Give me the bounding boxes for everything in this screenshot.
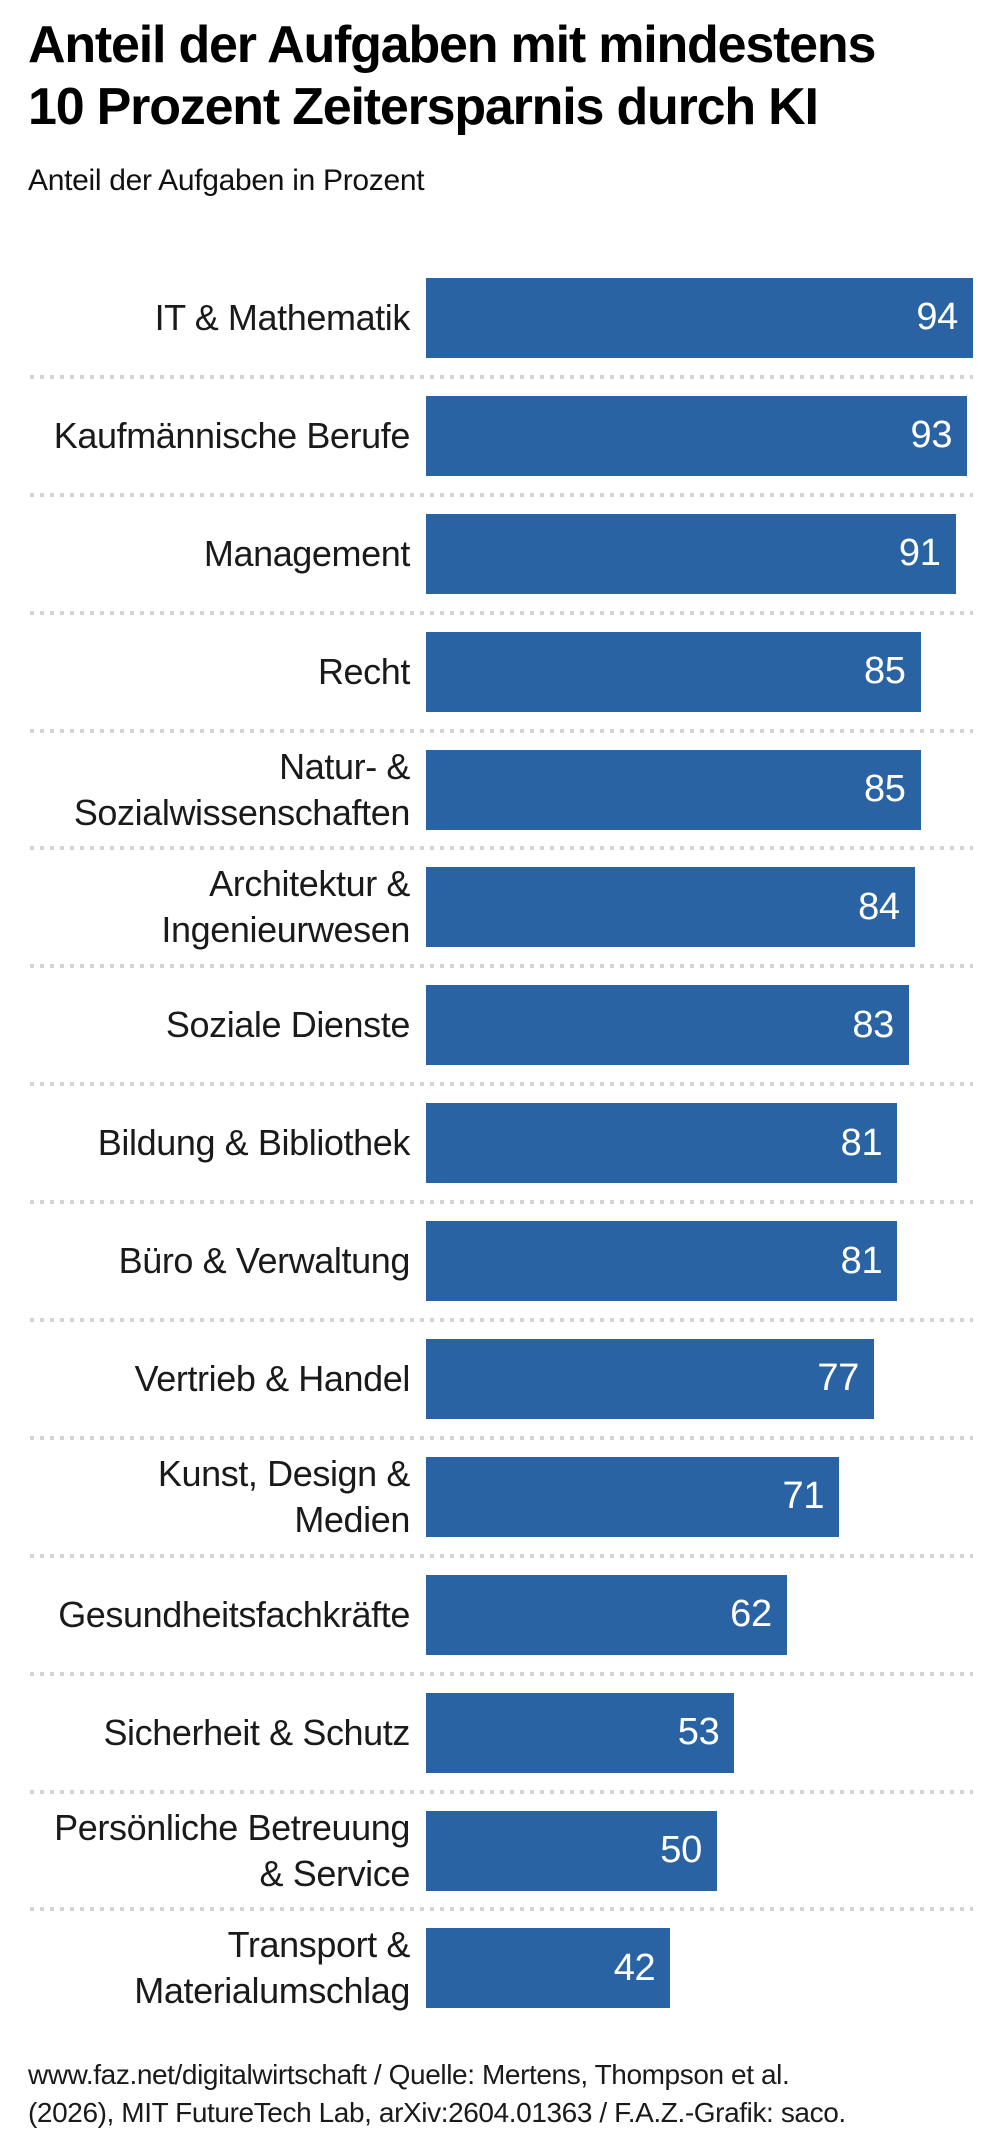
bar: 84 — [426, 867, 915, 948]
bar-row: Kaufmännische Berufe 93 — [28, 377, 973, 497]
bar: 93 — [426, 395, 968, 476]
bar: 83 — [426, 985, 909, 1066]
bar: 94 — [426, 277, 973, 358]
bar-row: Transport & Materialumschlag 42 — [28, 1909, 973, 2027]
category-label: Management — [203, 532, 411, 574]
bar-row: Persönliche Betreuung & Service 50 — [28, 1792, 973, 1912]
bar-track: 91 — [426, 513, 973, 594]
bar: 81 — [426, 1103, 898, 1184]
bar-row: Bildung & Bibliothek 81 — [28, 1084, 973, 1205]
bar-value-label: 42 — [613, 1946, 656, 1989]
bar-row: Recht 85 — [28, 613, 973, 733]
bar-row: Management 91 — [28, 495, 973, 615]
category-label: Vertrieb & Handel — [134, 1357, 411, 1399]
category-label: Sicherheit & Schutz — [103, 1711, 410, 1753]
category-label: Gesundheitsfachkräfte — [58, 1593, 410, 1635]
bar-value-label: 91 — [898, 532, 941, 575]
bar: 77 — [426, 1338, 875, 1419]
bar-row: Gesundheitsfachkräfte 62 — [28, 1556, 973, 1676]
footer-source-line1: www.faz.net/digitalwirtschaft / Quelle: … — [28, 2059, 790, 2091]
bar-track: 62 — [426, 1574, 973, 1655]
bar-row: Sicherheit & Schutz 53 — [28, 1674, 973, 1794]
bar-track: 83 — [426, 985, 973, 1066]
bar-row: Natur- & Sozialwissenschaften 85 — [28, 731, 973, 851]
bar: 62 — [426, 1574, 787, 1655]
bar-track: 94 — [426, 277, 973, 358]
bar: 91 — [426, 513, 956, 594]
chart-title: Anteil der Aufgaben mit mindestens 10 Pro… — [28, 14, 973, 138]
chart-header: Anteil der Aufgaben mit mindestens 10 Pro… — [28, 14, 973, 200]
bar-rows: IT & Mathematik 94 Kaufmännische Berufe 93 M… — [28, 259, 973, 2027]
category-label: Architektur & Ingenieurwesen — [161, 863, 410, 951]
bar-row: Architektur & Ingenieurwesen 84 — [28, 848, 973, 969]
chart-footer: www.faz.net/digitalwirtschaft / Quelle: … — [28, 2056, 973, 2132]
bar-row: Vertrieb & Handel 77 — [28, 1320, 973, 1440]
bar: 81 — [426, 1221, 898, 1302]
category-label: Büro & Verwaltung — [118, 1240, 411, 1282]
chart-subtitle: Anteil der Aufgaben in Prozent — [28, 164, 425, 197]
bar-track: 93 — [426, 395, 973, 476]
bar-track: 85 — [426, 749, 973, 830]
bar: 71 — [426, 1456, 840, 1537]
bar-value-label: 53 — [677, 1711, 720, 1754]
bar-track: 53 — [426, 1692, 973, 1773]
bar: 42 — [426, 1928, 671, 2009]
bar-track: 81 — [426, 1221, 973, 1302]
bar-track: 85 — [426, 631, 973, 712]
category-label: Transport & Materialumschlag — [134, 1924, 410, 2012]
category-label: Natur- & Sozialwissenschaften — [73, 745, 411, 833]
bar-value-label: 81 — [840, 1239, 883, 1282]
bar-value-label: 71 — [782, 1475, 825, 1518]
bar-value-label: 85 — [863, 768, 906, 810]
bar-row: Soziale Dienste 83 — [28, 966, 973, 1087]
bar: 53 — [426, 1692, 735, 1773]
bar-track: 42 — [426, 1928, 973, 2009]
bar-value-label: 77 — [817, 1357, 860, 1400]
bar: 85 — [426, 749, 921, 830]
bar-value-label: 50 — [660, 1829, 702, 1872]
category-label: Recht — [317, 650, 410, 692]
bar-value-label: 81 — [840, 1121, 883, 1164]
category-label: Persönliche Betreuung & Service — [54, 1806, 410, 1894]
bar-value-label: 83 — [852, 1003, 894, 1046]
bar-track: 77 — [426, 1338, 973, 1419]
bar: 50 — [426, 1810, 717, 1891]
bar-track: 81 — [426, 1103, 973, 1184]
bar: 85 — [426, 631, 921, 712]
bar-track: 50 — [426, 1810, 973, 1891]
bar-track: 84 — [426, 867, 973, 948]
bar-track: 71 — [426, 1456, 973, 1537]
category-label: Soziale Dienste — [165, 1004, 411, 1046]
bar-row: Kunst, Design & Medien 71 — [28, 1438, 973, 1558]
footer-source-line2: (2026), MIT FutureTech Lab, arXiv:2604.0… — [28, 2097, 846, 2129]
bar-value-label: 62 — [730, 1593, 772, 1636]
chart-title-line1: Anteil der Aufgaben mit mindestens — [28, 16, 876, 74]
chart-title-line2: 10 Prozent Zeitersparnis durch KI — [28, 78, 819, 136]
category-label: Bildung & Bibliothek — [97, 1122, 411, 1164]
category-label: IT & Mathematik — [154, 296, 411, 338]
bar-value-label: 85 — [863, 650, 906, 693]
category-label: Kaufmännische Berufe — [53, 414, 411, 456]
bar-value-label: 84 — [858, 885, 900, 928]
bar-value-label: 94 — [916, 296, 958, 339]
bar-value-label: 93 — [910, 414, 953, 457]
bar-row: IT & Mathematik 94 — [28, 259, 973, 379]
category-label: Kunst, Design & Medien — [157, 1452, 411, 1540]
bar-row: Büro & Verwaltung 81 — [28, 1202, 973, 1322]
